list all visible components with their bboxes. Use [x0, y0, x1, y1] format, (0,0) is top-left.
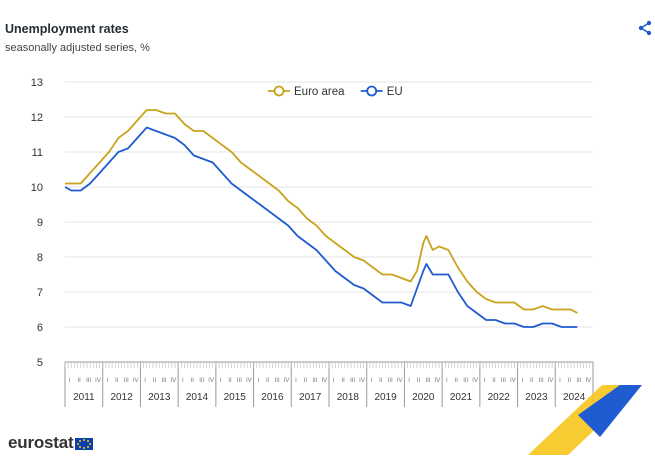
x-quarter-label: III [463, 378, 468, 384]
x-quarter-label: IV [472, 378, 478, 384]
x-year-label: 2022 [488, 392, 511, 403]
x-quarter-label: II [77, 378, 81, 384]
x-quarter-label: II [341, 378, 345, 384]
y-tick-label: 13 [31, 77, 43, 89]
x-quarter-label: III [388, 378, 393, 384]
chart-grid [65, 81, 593, 363]
x-quarter-label: III [199, 378, 204, 384]
x-year-label: 2020 [412, 392, 435, 403]
x-quarter-label: III [124, 378, 129, 384]
x-quarter-label: IV [246, 378, 252, 384]
eu-flag-icon [75, 437, 94, 450]
y-tick-label: 7 [37, 287, 43, 299]
x-quarter-label: I [257, 378, 259, 384]
x-quarter-label: II [191, 378, 195, 384]
logo-text: eurostat [8, 433, 74, 452]
x-quarter-label: II [568, 378, 572, 384]
share-icon[interactable] [637, 20, 653, 36]
x-quarter-label: IV [208, 378, 214, 384]
x-year-label: 2024 [563, 392, 586, 403]
x-quarter-label: I [408, 378, 410, 384]
x-quarter-label: IV [284, 378, 290, 384]
x-year-label: 2021 [450, 392, 473, 403]
x-quarter-label: II [492, 378, 496, 384]
x-quarter-label: IV [510, 378, 516, 384]
brand-graphic [528, 385, 642, 455]
x-year-label: 2017 [299, 392, 322, 403]
x-quarter-label: IV [359, 378, 365, 384]
x-quarter-label: II [266, 378, 270, 384]
x-year-label: 2014 [186, 392, 209, 403]
x-quarter-label: III [350, 378, 355, 384]
x-quarter-label: IV [171, 378, 177, 384]
x-quarter-label: I [69, 378, 71, 384]
legend-label: EU [387, 86, 403, 98]
x-year-label: 2019 [374, 392, 397, 403]
y-tick-label: 10 [31, 182, 43, 194]
x-quarter-label: III [425, 378, 430, 384]
x-quarter-label: I [144, 378, 146, 384]
x-quarter-label: IV [133, 378, 139, 384]
y-tick-label: 12 [31, 112, 43, 124]
chart-subtitle: seasonally adjusted series, % [5, 42, 150, 54]
x-quarter-label: I [371, 378, 373, 384]
x-year-label: 2023 [525, 392, 548, 403]
legend-marker [366, 85, 378, 97]
y-tick-label: 11 [32, 147, 43, 159]
x-year-label: 2011 [73, 392, 95, 403]
x-quarter-label: III [576, 378, 581, 384]
x-quarter-label: IV [548, 378, 554, 384]
y-axis: 5 6 7 8 9 10 11 12 13 [31, 77, 43, 369]
x-quarter-label: I [220, 378, 222, 384]
x-quarter-label: IV [585, 378, 591, 384]
x-quarter-label: I [295, 378, 297, 384]
x-quarter-label: III [275, 378, 280, 384]
x-quarter-label: I [182, 378, 184, 384]
x-quarter-label: II [417, 378, 421, 384]
y-tick-label: 9 [37, 217, 43, 229]
x-quarter-label: III [539, 378, 544, 384]
x-year-label: 2018 [337, 392, 360, 403]
x-quarter-label: III [312, 378, 317, 384]
x-quarter-label: II [304, 378, 308, 384]
x-quarter-label: II [379, 378, 383, 384]
x-quarter-label: I [559, 378, 561, 384]
chart-series [64, 109, 578, 328]
x-year-label: 2013 [148, 392, 171, 403]
chart-legend[interactable]: Euro area EU [268, 85, 403, 98]
x-quarter-label: III [161, 378, 166, 384]
legend-label: Euro area [294, 86, 345, 98]
y-tick-label: 5 [37, 357, 43, 369]
x-quarter-label: III [237, 378, 242, 384]
y-tick-label: 8 [37, 252, 43, 264]
x-quarter-label: I [521, 378, 523, 384]
x-quarter-label: I [333, 378, 335, 384]
x-quarter-label: II [530, 378, 534, 384]
x-quarter-label: II [115, 378, 119, 384]
x-quarter-label: I [107, 378, 109, 384]
x-year-label: 2015 [224, 392, 247, 403]
x-quarter-label: IV [435, 378, 441, 384]
chart-title: Unemployment rates [5, 22, 129, 36]
x-quarter-label: I [484, 378, 486, 384]
x-quarter-label: IV [397, 378, 403, 384]
x-quarter-label: II [228, 378, 232, 384]
x-quarter-label: I [446, 378, 448, 384]
eurostat-logo: eurostat [8, 433, 94, 453]
x-quarter-label: III [501, 378, 506, 384]
x-year-label: 2016 [261, 392, 284, 403]
legend-marker [273, 85, 285, 97]
x-quarter-label: IV [95, 378, 101, 384]
series-line-euro-area [65, 109, 578, 314]
x-year-label: 2012 [110, 392, 133, 403]
series-line-eu [64, 126, 578, 328]
y-tick-label: 6 [37, 322, 43, 334]
x-quarter-label: IV [321, 378, 327, 384]
x-quarter-label: III [86, 378, 91, 384]
x-quarter-label: II [455, 378, 459, 384]
x-quarter-label: II [153, 378, 157, 384]
